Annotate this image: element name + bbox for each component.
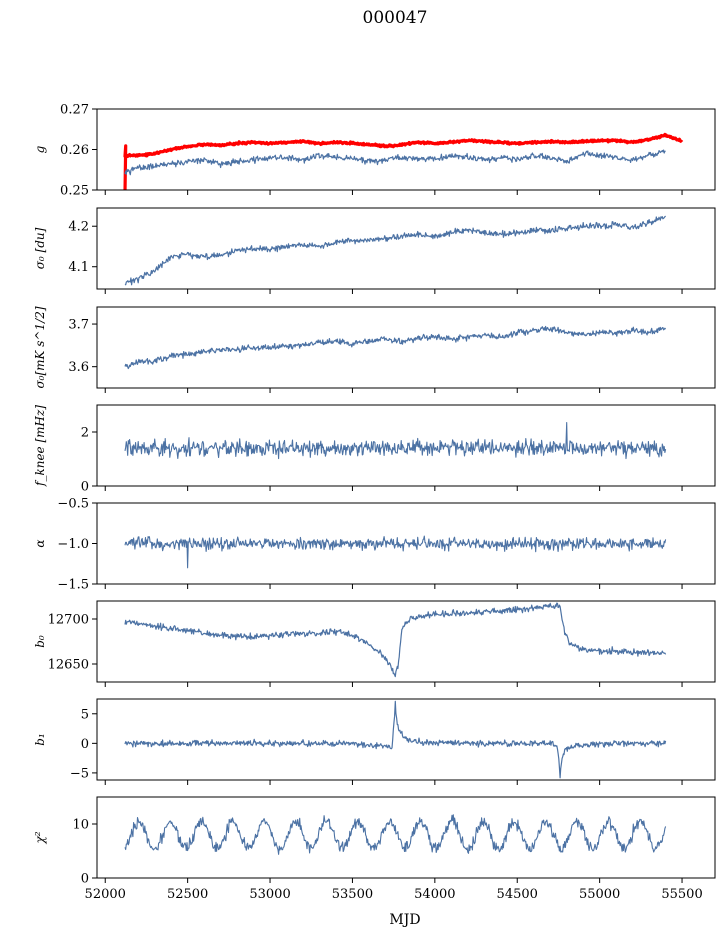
x-tick-label-5: 54500 — [497, 887, 538, 902]
panel-frame-fknee — [96, 404, 716, 487]
y-tick-label-g-0: 0.25 — [60, 184, 89, 199]
figure-title: 000047 — [363, 8, 428, 28]
y-tick-label-b1-2: 5 — [81, 707, 89, 722]
y-axis-label-b1: b₁ — [33, 733, 47, 746]
panel-frame-sigma0_mk — [96, 306, 716, 389]
y-axis-label-b0: b₀ — [33, 635, 47, 648]
x-axis-label: MJD — [389, 912, 420, 928]
y-tick-label-b1-1: 0 — [81, 737, 89, 752]
x-axis: 52000 52500 53000 53500 54000 54500 55000 55500 — [85, 887, 703, 902]
panel-frame-sigma0_du — [96, 207, 716, 290]
y-tick-label-alpha-1: −1.0 — [57, 537, 89, 552]
series-line-chi2 — [124, 814, 667, 855]
y-axis-label-fknee: f_knee [mHz] — [33, 405, 47, 487]
plot-area-alpha — [124, 535, 667, 569]
panel-alpha: −1.5 −1.0 −0.5 α — [33, 497, 716, 593]
panel-frame-chi2 — [96, 796, 716, 879]
series-line-fknee — [124, 422, 667, 460]
y-axis-label-chi2: χ² — [33, 831, 47, 844]
plot-area-b1 — [124, 700, 667, 779]
x-tick-label-7: 55500 — [661, 887, 702, 902]
y-tick-label-g-1: 0.26 — [60, 143, 89, 158]
panel-frame-g — [96, 108, 716, 191]
y-axis-label-alpha: α — [33, 539, 47, 547]
y-axis-label-sigma0_mk: σ₀[mK s^1/2] — [33, 306, 47, 388]
x-tick-label-4: 54000 — [414, 887, 455, 902]
y-tick-label-b1-0: −5 — [70, 766, 89, 781]
y-tick-label-sigma0_mk-0: 3.6 — [68, 360, 89, 375]
x-tick-label-0: 52000 — [85, 887, 126, 902]
plot-area-b0 — [124, 602, 667, 678]
series-line-g-1 — [124, 149, 666, 176]
panel-fknee: 0 2 f_knee [mHz] — [33, 404, 716, 495]
panel-frame-b0 — [96, 600, 716, 683]
y-tick-label-sigma0_du-0: 4.1 — [68, 260, 89, 275]
y-axis-label-sigma0_du: σ₀ [du] — [33, 227, 47, 269]
panel-b1: −5 0 5 b₁ — [33, 698, 716, 785]
x-tick-label-6: 55000 — [579, 887, 620, 902]
y-tick-label-alpha-0: −1.5 — [57, 578, 89, 593]
y-tick-label-alpha-2: −0.5 — [57, 497, 89, 512]
panel-sigma0_du: 4.1 4.2 σ₀ [du] — [33, 207, 716, 294]
y-tick-label-chi2-1: 10 — [72, 818, 89, 833]
series-line-g-0 — [123, 132, 684, 190]
x-tick-label-2: 53000 — [249, 887, 290, 902]
series-line-b0-0 — [124, 602, 667, 678]
y-tick-label-b0-0: 12650 — [48, 658, 89, 673]
series-line-alpha — [124, 535, 667, 569]
plot-area-sigma0_du — [124, 215, 667, 286]
y-tick-label-sigma0_mk-1: 3.7 — [68, 318, 89, 333]
y-tick-label-sigma0_du-1: 4.2 — [68, 220, 89, 235]
y-tick-label-fknee-0: 0 — [81, 480, 89, 495]
series-line-b1-0 — [124, 700, 667, 779]
plot-area-chi2 — [124, 814, 667, 855]
panel-chi2: 0 10 χ² — [33, 796, 716, 887]
panel-frame-b1 — [96, 698, 716, 781]
plot-area-g — [123, 132, 684, 190]
x-tick-label-3: 53500 — [332, 887, 373, 902]
y-tick-label-chi2-0: 0 — [81, 872, 89, 887]
panel-sigma0_mk: 3.6 3.7 σ₀[mK s^1/2] — [33, 306, 716, 393]
plot-area-fknee — [124, 422, 667, 460]
y-axis-label-g: g — [33, 145, 47, 153]
series-line-sigma0_mk-0 — [124, 325, 667, 370]
panels: 0.25 0.26 0.27 g 4.1 4.2 σ₀ [du] 3.6 3.7 σ₀[mK s^… — [33, 103, 716, 887]
plot-area-sigma0_mk — [124, 325, 667, 370]
y-tick-label-b0-1: 12700 — [48, 613, 89, 628]
series-line-sigma0_du-0 — [124, 215, 667, 286]
x-tick-label-1: 52500 — [167, 887, 208, 902]
y-tick-label-g-2: 0.27 — [60, 103, 89, 118]
panel-g: 0.25 0.26 0.27 g — [33, 103, 716, 199]
y-tick-label-fknee-1: 2 — [81, 426, 89, 441]
